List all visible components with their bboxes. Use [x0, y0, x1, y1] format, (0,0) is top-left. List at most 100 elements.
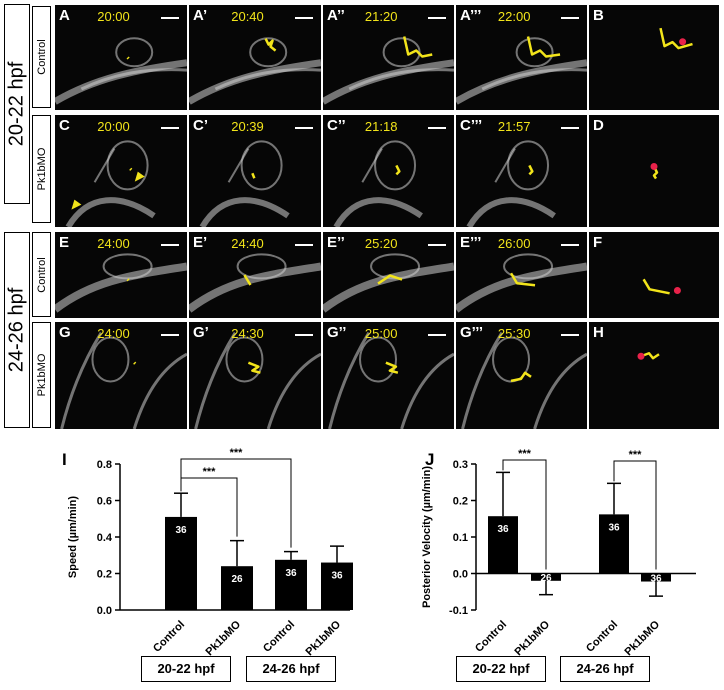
- scale-bar: [428, 127, 446, 129]
- bar-n-label: 36: [285, 568, 297, 579]
- panel-timestamp: 24:00: [97, 326, 130, 341]
- y-axis-label: Posterior Velocity (µm/min): [421, 466, 433, 608]
- panel-label: E: [59, 234, 70, 251]
- microscopy-panel: E 24:00: [55, 232, 187, 318]
- significance-label: ***: [203, 466, 217, 478]
- panel-label: B: [593, 7, 604, 24]
- posterior-velocity-chart: -0.1 0.0 0.1 0.2 0.3 Posterior Velocity (µm/m…: [421, 448, 696, 658]
- scale-bar: [561, 334, 579, 336]
- track-endpoint: [679, 38, 687, 46]
- cell-track: [510, 371, 532, 383]
- track-endpoint: [637, 352, 645, 360]
- cell-track: [243, 274, 252, 286]
- cell-track: [126, 278, 130, 282]
- cell-image: [456, 36, 587, 105]
- speed-chart: 0.0 0.2 0.4 0.6 0.8 Speed (µm/min) 36 Control 26…: [67, 447, 353, 658]
- bar-n-label: 36: [608, 522, 620, 533]
- cell-image: [323, 36, 454, 105]
- microscopy-panel: C 20:00: [55, 115, 187, 227]
- panel-label: G’: [193, 324, 209, 341]
- microscopy-panel: A 20:00: [55, 5, 187, 110]
- category-label: Control: [261, 619, 297, 655]
- panel-timestamp: 22:00: [497, 9, 531, 24]
- cell-image: [199, 140, 290, 227]
- scale-bar: [295, 127, 313, 129]
- bar-n-label: 36: [497, 524, 509, 535]
- panel-label: C: [59, 117, 70, 134]
- category-label: Pk1bMO: [513, 618, 553, 658]
- panel-timestamp: 20:39: [231, 119, 264, 134]
- panel-label: E’: [193, 234, 208, 251]
- bar: [165, 516, 197, 610]
- bar-n-label: 36: [175, 525, 187, 536]
- y-axis-label: Speed (µm/min): [67, 496, 79, 578]
- significance-bracket: [180, 458, 292, 548]
- y-tick-label: 0.3: [453, 459, 468, 471]
- condition-label-row3: Control: [32, 232, 51, 317]
- cell-track: [526, 36, 561, 58]
- scale-bar: [295, 334, 313, 336]
- cell-image: [328, 331, 454, 429]
- y-tick-label: 0.6: [97, 496, 112, 508]
- panel-timestamp: 25:20: [364, 236, 398, 251]
- microscopy-panel: A’’’ 22:00: [456, 5, 587, 110]
- chart-j-group-20-22: 20-22 hpf: [456, 656, 546, 682]
- cell-image: [650, 163, 659, 180]
- significance-label: ***: [629, 449, 643, 461]
- cell-track: [251, 172, 256, 179]
- panel-label: G: [59, 324, 71, 341]
- cell-track: [126, 56, 130, 60]
- cell-track: [264, 38, 277, 52]
- microscopy-panel: E’’ 25:20: [323, 232, 454, 318]
- panel-label: E’’’: [460, 234, 482, 251]
- panel-timestamp: 21:18: [364, 119, 398, 134]
- panel-label: F: [593, 234, 603, 251]
- y-tick-label: 0.2: [453, 496, 468, 508]
- cell-image: [642, 278, 681, 295]
- arrowhead-icon: [71, 199, 82, 210]
- bar: [599, 514, 629, 574]
- microscopy-panel: G’’’ 25:30: [456, 322, 587, 429]
- panel-timestamp: 20:00: [97, 119, 130, 134]
- group-label-24-26-text: 24-26 hpf: [5, 287, 28, 373]
- panel-label: D: [593, 117, 604, 134]
- y-tick-label: 0.8: [97, 459, 112, 471]
- cell-image: [65, 140, 156, 227]
- chart-j-group-24-26: 24-26 hpf: [560, 656, 650, 682]
- scale-bar: [295, 17, 313, 19]
- condition-label-row2-text: Pk1bMO: [35, 147, 48, 191]
- cell-track: [133, 361, 137, 365]
- scale-bar: [428, 334, 446, 336]
- microscopy-panel: C’’ 21:18: [323, 115, 454, 227]
- condition-label-row1-text: Control: [35, 39, 48, 75]
- group-label-20-22-text: 20-22 hpf: [5, 61, 28, 147]
- bar: [321, 562, 353, 610]
- cell-track: [247, 361, 261, 374]
- cell-image: [55, 37, 187, 105]
- bar-n-label: 26: [231, 574, 243, 585]
- bar-n-label: 36: [331, 571, 343, 582]
- panel-label: C’’: [327, 117, 346, 134]
- category-label: Pk1bMO: [204, 618, 244, 658]
- panel-timestamp: 24:00: [97, 236, 130, 251]
- microscopy-panel: F: [589, 232, 719, 318]
- y-tick-label: 0.0: [453, 569, 468, 581]
- chart-i-label: I: [62, 450, 67, 469]
- category-label: Pk1bMO: [623, 618, 663, 658]
- cell-image: [637, 351, 660, 360]
- panel-timestamp: 24:40: [231, 236, 264, 251]
- microscopy-panel: D: [589, 115, 719, 227]
- microscopy-panel: E’ 24:40: [189, 232, 321, 318]
- cell-image: [466, 140, 556, 227]
- cell-image: [333, 140, 423, 227]
- microscopy-panel: C’’’ 21:57: [456, 115, 587, 227]
- microscopy-panel: C’ 20:39: [189, 115, 321, 227]
- panel-label: E’’: [327, 234, 345, 251]
- bar: [531, 573, 561, 581]
- significance-bracket: [613, 460, 657, 570]
- bar-n-label: 36: [650, 574, 662, 585]
- cell-image: [323, 253, 454, 313]
- group-label-24-26: 24-26 hpf: [4, 232, 30, 428]
- cell-image: [189, 37, 321, 105]
- chart-i-group-20-22: 20-22 hpf: [141, 656, 231, 682]
